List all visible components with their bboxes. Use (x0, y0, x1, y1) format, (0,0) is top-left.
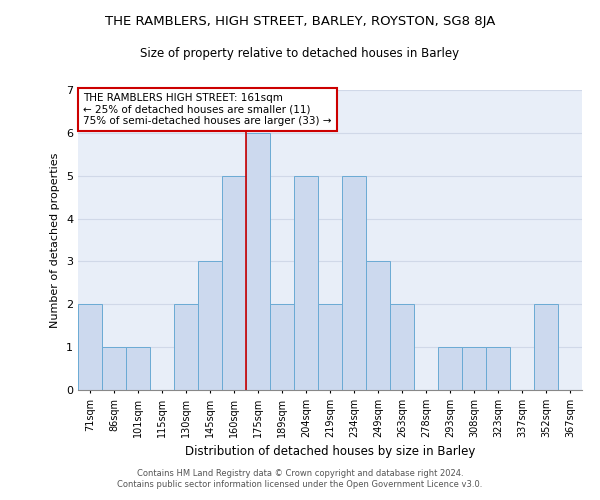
Bar (438, 347, 462, 390)
Bar (246, 133, 270, 390)
Y-axis label: Number of detached properties: Number of detached properties (50, 152, 61, 328)
Bar (270, 304, 294, 390)
Bar (342, 176, 366, 390)
Text: Contains HM Land Registry data © Crown copyright and database right 2024.: Contains HM Land Registry data © Crown c… (137, 468, 463, 477)
Bar (486, 347, 510, 390)
X-axis label: Distribution of detached houses by size in Barley: Distribution of detached houses by size … (185, 446, 475, 458)
Text: Contains public sector information licensed under the Open Government Licence v3: Contains public sector information licen… (118, 480, 482, 489)
Bar (78, 304, 102, 390)
Bar (318, 304, 342, 390)
Bar (126, 347, 150, 390)
Bar (174, 304, 198, 390)
Bar (222, 176, 246, 390)
Text: THE RAMBLERS HIGH STREET: 161sqm
← 25% of detached houses are smaller (11)
75% o: THE RAMBLERS HIGH STREET: 161sqm ← 25% o… (83, 93, 332, 126)
Bar (198, 262, 222, 390)
Bar (294, 176, 318, 390)
Bar (102, 347, 126, 390)
Bar (390, 304, 414, 390)
Bar (534, 304, 558, 390)
Text: THE RAMBLERS, HIGH STREET, BARLEY, ROYSTON, SG8 8JA: THE RAMBLERS, HIGH STREET, BARLEY, ROYST… (105, 15, 495, 28)
Bar (462, 347, 486, 390)
Text: Size of property relative to detached houses in Barley: Size of property relative to detached ho… (140, 48, 460, 60)
Bar (366, 262, 390, 390)
